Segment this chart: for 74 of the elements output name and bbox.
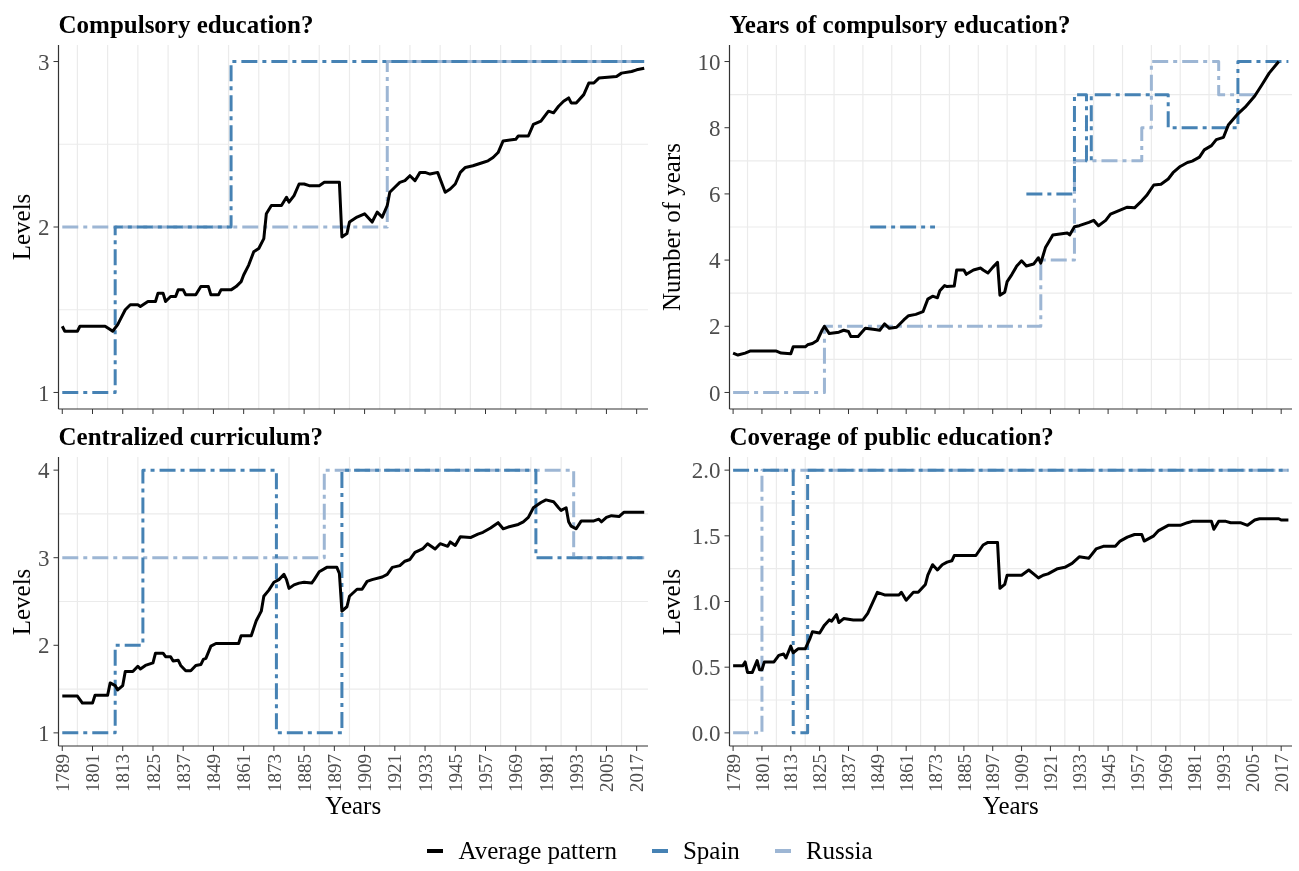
x-tick-label: 1909 [354,754,376,792]
x-tick-label: 1813 [780,754,802,792]
line-series [60,66,646,333]
line-series [60,498,646,705]
x-tick-label: 1801 [82,754,104,792]
y-tick-label: 3 [38,49,50,75]
y-axis-title: Levels [8,568,36,635]
y-tick-label: 1 [38,380,50,406]
x-tick-label: 1957 [1126,754,1148,792]
y-tick-label: 3 [38,545,50,571]
x-tick-label: 1897 [324,754,346,792]
x-tick-label: 1849 [866,754,888,792]
x-tick-label: 1861 [895,754,917,792]
x-tick-label: 1885 [953,754,975,792]
chart-title: Compulsory education? [58,11,314,39]
x-tick-label: 1981 [1184,754,1206,792]
x-tick-label: 1945 [444,754,466,792]
chart-title: Coverage of public education? [729,423,1054,451]
chart-title: Years of compulsory education? [729,11,1071,39]
x-tick-label: 1825 [142,754,164,792]
x-tick-label: 1921 [1040,754,1062,792]
x-tick-label: 1993 [565,754,587,792]
x-tick-label: 1969 [505,754,527,792]
legend-label: Average pattern [458,836,617,866]
y-tick-label: 0 [709,380,721,406]
y-tick-label: 2 [38,215,50,241]
x-tick-label: 2017 [1270,754,1292,792]
legend-label: Russia [805,836,873,866]
y-tick-label: 4 [38,458,50,484]
y-tick-label: 10 [697,49,721,75]
x-tick-label: 1909 [1011,754,1033,792]
x-tick-label: 1837 [838,754,860,792]
x-tick-label: 2005 [596,754,618,792]
x-tick-label: 1861 [233,754,255,792]
y-tick-label: 2 [38,633,50,659]
y-tick-label: 2 [709,314,721,340]
x-tick-label: 2005 [1241,754,1263,792]
x-axis-title: Years [982,792,1039,820]
x-tick-label: 1957 [475,754,497,792]
x-axis-title: Years [325,792,382,820]
y-tick-label: 0.5 [691,655,721,681]
y-tick-label: 2.0 [691,458,721,484]
y-tick-label: 6 [709,182,721,208]
x-tick-label: 1969 [1155,754,1177,792]
x-tick-label: 1873 [924,754,946,792]
y-tick-label: 0.0 [691,721,721,747]
y-axis-title: Levels [8,193,36,261]
y-tick-label: 1 [38,721,50,747]
y-tick-label: 1.0 [691,589,721,615]
y-tick-label: 8 [709,115,721,141]
x-tick-label: 1873 [263,754,285,792]
x-tick-label: 1789 [722,754,744,792]
x-tick-label: 1921 [384,754,406,792]
line-series [731,517,1290,674]
x-tick-label: 1825 [809,754,831,792]
x-tick-label: 1885 [293,754,315,792]
x-tick-label: 1945 [1097,754,1119,792]
x-tick-label: 1933 [1068,754,1090,792]
x-tick-label: 1789 [51,754,73,792]
x-tick-label: 1993 [1213,754,1235,792]
x-tick-label: 1801 [751,754,773,792]
y-axis-title: Levels [658,568,686,635]
x-tick-label: 1837 [172,754,194,792]
x-tick-label: 1897 [982,754,1004,792]
x-tick-label: 1813 [112,754,134,792]
y-tick-label: 4 [709,248,721,274]
y-axis-title: Number of years [658,143,686,311]
x-tick-label: 2017 [626,754,648,792]
y-tick-label: 1.5 [691,523,721,549]
chart-title: Centralized curriculum? [58,423,324,451]
x-tick-label: 1981 [535,754,557,792]
x-tick-label: 1849 [203,754,225,792]
x-tick-label: 1933 [414,754,436,792]
legend-label: Spain [682,836,740,866]
